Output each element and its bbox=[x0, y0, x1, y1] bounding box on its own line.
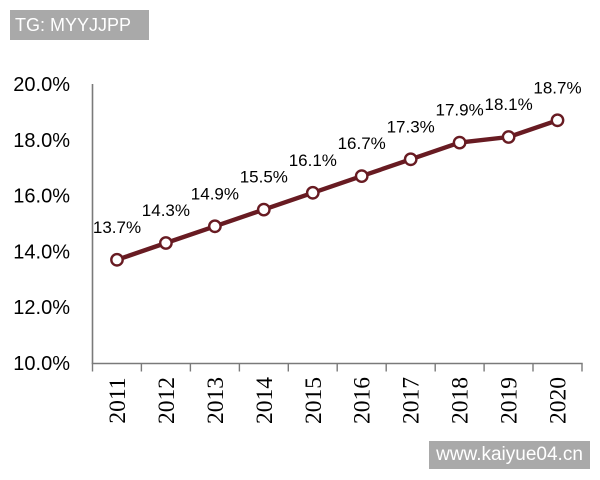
svg-text:2012: 2012 bbox=[154, 377, 180, 424]
svg-text:16.7%: 16.7% bbox=[338, 134, 386, 153]
svg-text:18.7%: 18.7% bbox=[533, 78, 581, 97]
svg-text:15.5%: 15.5% bbox=[240, 168, 288, 187]
svg-text:16.1%: 16.1% bbox=[289, 151, 337, 170]
svg-text:10.0%: 10.0% bbox=[13, 353, 70, 375]
svg-text:16.0%: 16.0% bbox=[13, 186, 70, 208]
svg-text:2015: 2015 bbox=[301, 377, 327, 424]
svg-text:2017: 2017 bbox=[399, 377, 425, 424]
svg-text:2019: 2019 bbox=[497, 377, 523, 424]
svg-text:14.0%: 14.0% bbox=[13, 241, 70, 263]
svg-text:20.0%: 20.0% bbox=[13, 74, 70, 96]
svg-text:2011: 2011 bbox=[105, 377, 131, 423]
svg-text:17.3%: 17.3% bbox=[387, 117, 435, 136]
svg-text:13.7%: 13.7% bbox=[93, 218, 141, 237]
svg-text:2014: 2014 bbox=[252, 377, 278, 424]
svg-text:2018: 2018 bbox=[448, 377, 474, 424]
svg-text:2016: 2016 bbox=[350, 377, 376, 424]
svg-text:14.9%: 14.9% bbox=[191, 184, 239, 203]
svg-text:12.0%: 12.0% bbox=[13, 297, 70, 319]
svg-text:2013: 2013 bbox=[203, 377, 229, 424]
svg-text:18.0%: 18.0% bbox=[13, 130, 70, 152]
svg-text:2020: 2020 bbox=[546, 377, 572, 424]
svg-text:18.1%: 18.1% bbox=[484, 95, 532, 114]
svg-text:17.9%: 17.9% bbox=[435, 101, 483, 120]
svg-text:14.3%: 14.3% bbox=[142, 201, 190, 220]
